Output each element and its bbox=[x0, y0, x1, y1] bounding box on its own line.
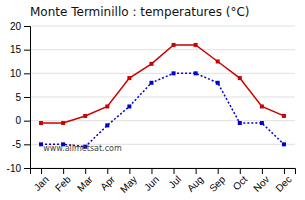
x-tick-mark bbox=[41, 168, 42, 174]
x-tick-label: Nov bbox=[251, 174, 271, 194]
y-tick-mark bbox=[24, 26, 30, 27]
series-line bbox=[41, 73, 284, 146]
y-tick-mark bbox=[24, 73, 30, 74]
series-marker bbox=[282, 142, 286, 146]
y-tick-mark bbox=[24, 121, 30, 122]
series-marker bbox=[149, 81, 153, 85]
y-tick: 5 bbox=[15, 92, 30, 103]
x-tick-label: May bbox=[118, 174, 139, 195]
series-marker bbox=[83, 114, 87, 118]
x-tick-label: Sep bbox=[207, 173, 228, 194]
series-marker bbox=[172, 71, 176, 75]
x-tick-label: Jan bbox=[32, 174, 51, 193]
x-tick-mark bbox=[284, 168, 285, 174]
series-marker bbox=[105, 104, 109, 108]
x-tick-mark bbox=[129, 168, 130, 174]
x-axis-line bbox=[31, 169, 296, 175]
y-tick-mark bbox=[24, 168, 30, 169]
y-axis-line bbox=[24, 27, 31, 169]
chart: -10 -5 0 5 10 15 20 JanFebMarAprMayJun JulAugSep… bbox=[0, 0, 305, 200]
y-tick: 15 bbox=[10, 44, 30, 55]
series-marker bbox=[127, 76, 131, 80]
y-tick-mark bbox=[24, 50, 30, 51]
plot-area: -10 -5 0 5 10 15 20 JanFebMarAprMayJun JulAugSep… bbox=[7, 21, 296, 195]
y-tick-label: 15 bbox=[10, 44, 22, 55]
x-tick-label: Mar bbox=[75, 173, 95, 193]
x-tick-mark bbox=[240, 168, 241, 174]
series-marker bbox=[282, 114, 286, 118]
x-tick: Jun bbox=[142, 168, 161, 193]
x-tick: Jan bbox=[32, 168, 51, 193]
x-tick-mark bbox=[174, 168, 175, 174]
x-tick-label: Dec bbox=[273, 174, 293, 194]
y-tick-label: -5 bbox=[12, 139, 21, 150]
x-tick-label: Apr bbox=[98, 173, 117, 192]
series-marker bbox=[238, 121, 242, 125]
y-tick-label: 20 bbox=[10, 21, 22, 32]
series-marker bbox=[216, 81, 220, 85]
y-tick: -5 bbox=[12, 139, 30, 150]
y-axis: -10 -5 0 5 10 15 20 bbox=[7, 21, 31, 174]
grid-line bbox=[30, 49, 295, 50]
y-tick: 20 bbox=[10, 21, 30, 32]
x-tick: Sep bbox=[207, 168, 228, 194]
x-tick-label: Jun bbox=[142, 174, 161, 193]
x-tick-mark bbox=[196, 168, 197, 174]
title: Monte Terminillo : temperatures (°C) bbox=[30, 5, 249, 19]
x-tick: Aug bbox=[185, 168, 205, 194]
x-axis: JanFebMarAprMayJun JulAugSepOctNovDec bbox=[31, 168, 296, 195]
y-tick-label: -10 bbox=[7, 163, 22, 174]
x-tick-mark bbox=[85, 168, 86, 174]
y-tick-mark bbox=[24, 144, 30, 145]
x-tick: Jul bbox=[166, 168, 183, 190]
x-tick: Mar bbox=[75, 168, 95, 194]
y-tick-mark bbox=[24, 97, 30, 98]
x-tick-mark bbox=[218, 168, 219, 174]
series-marker bbox=[216, 60, 220, 64]
x-tick-label: Oct bbox=[231, 174, 250, 193]
x-tick-label: Aug bbox=[185, 174, 205, 194]
y-tick-label: 10 bbox=[10, 68, 22, 79]
series-marker bbox=[238, 76, 242, 80]
series-marker bbox=[260, 121, 264, 125]
x-tick-label: Jul bbox=[166, 174, 183, 191]
grid-line bbox=[30, 73, 295, 74]
series-marker bbox=[127, 104, 131, 108]
x-tick-mark bbox=[151, 168, 152, 174]
x-tick-mark bbox=[63, 168, 64, 174]
series-marker bbox=[194, 43, 198, 47]
x-tick: Feb bbox=[53, 168, 73, 194]
x-tick: Oct bbox=[231, 168, 250, 192]
series-marker bbox=[61, 121, 65, 125]
series-marker bbox=[194, 71, 198, 75]
x-tick: Dec bbox=[273, 168, 293, 194]
series-marker bbox=[149, 62, 153, 66]
y-tick: 0 bbox=[15, 115, 30, 126]
series-line bbox=[41, 45, 284, 123]
x-tick-mark bbox=[262, 168, 263, 174]
series-marker bbox=[260, 104, 264, 108]
x-tick: Apr bbox=[98, 168, 117, 192]
y-tick: -10 bbox=[7, 163, 30, 174]
series-marker bbox=[105, 123, 109, 127]
y-tick: 10 bbox=[10, 68, 30, 79]
x-tick-mark bbox=[107, 168, 108, 174]
grid-line bbox=[30, 26, 295, 27]
series-group bbox=[39, 43, 286, 149]
grid bbox=[30, 26, 295, 168]
series-marker bbox=[39, 121, 43, 125]
series-marker bbox=[172, 43, 176, 47]
y-tick-label: 0 bbox=[15, 115, 21, 126]
x-tick: Nov bbox=[251, 168, 271, 194]
annotation: www.allmetsat.com bbox=[43, 144, 122, 153]
x-tick-label: Feb bbox=[53, 173, 73, 193]
x-tick: May bbox=[118, 168, 139, 195]
y-tick-label: 5 bbox=[15, 92, 21, 103]
